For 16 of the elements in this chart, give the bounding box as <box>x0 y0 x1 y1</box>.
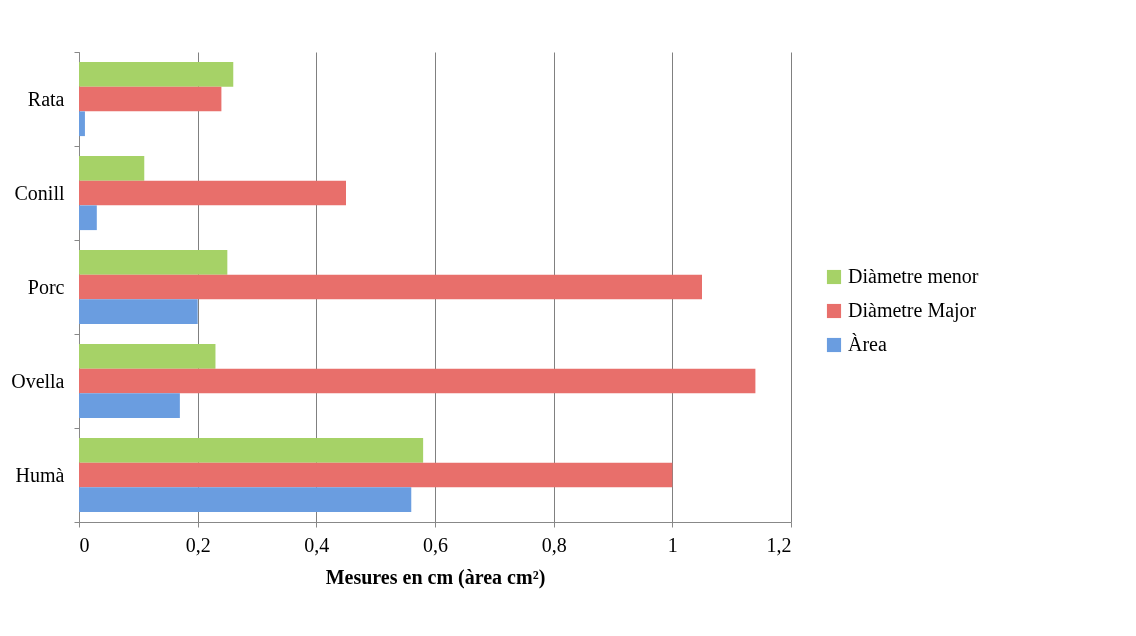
legend-label: Diàmetre Major <box>848 299 977 322</box>
x-tick-label: 0,6 <box>423 533 448 556</box>
x-tick-label: 1 <box>667 533 678 556</box>
y-tick-label: Humà <box>15 463 65 486</box>
legend-label: Àrea <box>848 333 887 355</box>
x-tick-label: 0,4 <box>304 533 330 556</box>
x-tick-label: 0,2 <box>185 533 211 556</box>
y-tick-label: Conill <box>14 181 65 204</box>
x-tick-label: 1,2 <box>766 533 792 556</box>
x-tick-label: 0,8 <box>541 533 567 556</box>
x-axis-title: Mesures en cm (àrea cm²) <box>325 565 546 589</box>
x-tick-label: 0 <box>79 533 90 556</box>
legend-label: Diàmetre menor <box>848 265 979 287</box>
y-tick-label: Ovella <box>11 369 65 392</box>
y-tick-label: Porc <box>27 275 65 298</box>
y-tick-label: Rata <box>27 87 65 110</box>
